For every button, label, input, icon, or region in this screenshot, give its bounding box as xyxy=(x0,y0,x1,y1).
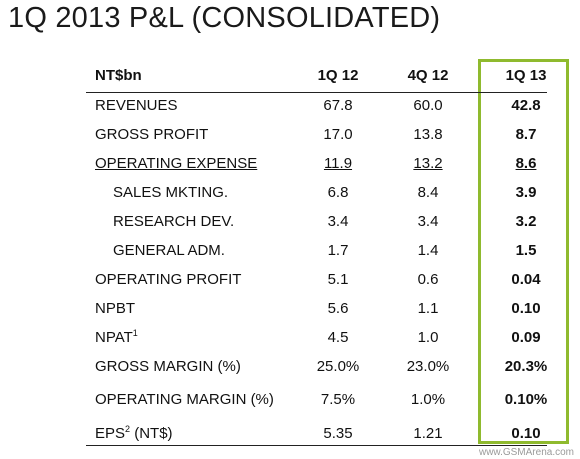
table-cell: 8.4 xyxy=(417,184,439,201)
watermark-text: www.GSMArena.com xyxy=(478,447,574,458)
table-cell: 42.8 xyxy=(511,97,541,114)
table-cell: 3.9 xyxy=(515,184,537,201)
row-label-research-dev: RESEARCH DEV. xyxy=(113,213,235,230)
header-col-1q13: 1Q 13 xyxy=(505,67,547,84)
table-cell: 1.1 xyxy=(417,300,439,317)
table-cell: 1.21 xyxy=(413,425,443,442)
table-cell: 0.10% xyxy=(504,391,548,408)
table-cell: 13.8 xyxy=(413,126,443,143)
table-cell: 1.4 xyxy=(417,242,439,259)
row-label-operating-margin: OPERATING MARGIN (%) xyxy=(95,391,274,408)
table-cell: 60.0 xyxy=(413,97,443,114)
table-cell: 13.2 xyxy=(413,155,443,172)
table-cell: 7.5% xyxy=(320,391,356,408)
page-title: 1Q 2013 P&L (CONSOLIDATED) xyxy=(8,2,441,34)
row-label-npbt: NPBT xyxy=(95,300,136,317)
table-cell: 6.8 xyxy=(327,184,349,201)
table-cell: 0.04 xyxy=(511,271,541,288)
row-label-eps-text: EPS xyxy=(95,425,126,442)
row-label-npat-text: NPAT xyxy=(95,329,133,346)
header-unit-label: NT$bn xyxy=(95,67,142,84)
row-label-eps-unit: (NT$) xyxy=(130,425,173,442)
row-label-gross-margin: GROSS MARGIN (%) xyxy=(95,358,241,375)
header-divider xyxy=(86,92,547,93)
table-cell: 1.0 xyxy=(417,329,439,346)
row-label-sales-marketing: SALES MKTING. xyxy=(113,184,229,201)
row-label-operating-expense: OPERATING EXPENSE xyxy=(95,155,258,172)
table-cell: 3.2 xyxy=(515,213,537,230)
table-cell: 8.7 xyxy=(515,126,537,143)
current-quarter-highlight-box xyxy=(478,59,569,444)
table-cell: 0.6 xyxy=(417,271,439,288)
table-cell: 0.10 xyxy=(511,300,541,317)
table-cell: 25.0% xyxy=(316,358,360,375)
table-cell: 8.6 xyxy=(515,155,537,172)
row-label-general-adm: GENERAL ADM. xyxy=(113,242,225,259)
table-cell: 11.9 xyxy=(323,155,353,172)
table-cell: 17.0 xyxy=(323,126,353,143)
table-cell: 5.35 xyxy=(323,425,353,442)
table-cell: 20.3% xyxy=(504,358,548,375)
row-label-operating-profit: OPERATING PROFIT xyxy=(95,271,242,288)
header-col-4q12: 4Q 12 xyxy=(407,67,449,84)
row-label-eps: EPS2 (NT$) xyxy=(95,425,173,443)
table-cell: 3.4 xyxy=(417,213,439,230)
table-cell: 0.09 xyxy=(511,329,541,346)
table-cell: 67.8 xyxy=(323,97,353,114)
row-label-revenues: REVENUES xyxy=(95,97,178,114)
header-col-1q12: 1Q 12 xyxy=(317,67,359,84)
table-cell: 1.7 xyxy=(327,242,349,259)
table-cell: 5.1 xyxy=(327,271,349,288)
footnote-marker: 2 xyxy=(125,424,131,434)
table-cell: 4.5 xyxy=(327,329,349,346)
table-cell: 3.4 xyxy=(327,213,349,230)
table-cell: 0.10 xyxy=(511,425,541,442)
table-bottom-divider xyxy=(86,445,547,446)
table-cell: 1.0% xyxy=(410,391,446,408)
table-cell: 5.6 xyxy=(327,300,349,317)
row-label-gross-profit: GROSS PROFIT xyxy=(95,126,209,143)
row-label-npat: NPAT1 xyxy=(95,329,138,347)
footnote-marker: 1 xyxy=(132,328,138,338)
table-cell: 1.5 xyxy=(515,242,537,259)
table-cell: 23.0% xyxy=(406,358,450,375)
